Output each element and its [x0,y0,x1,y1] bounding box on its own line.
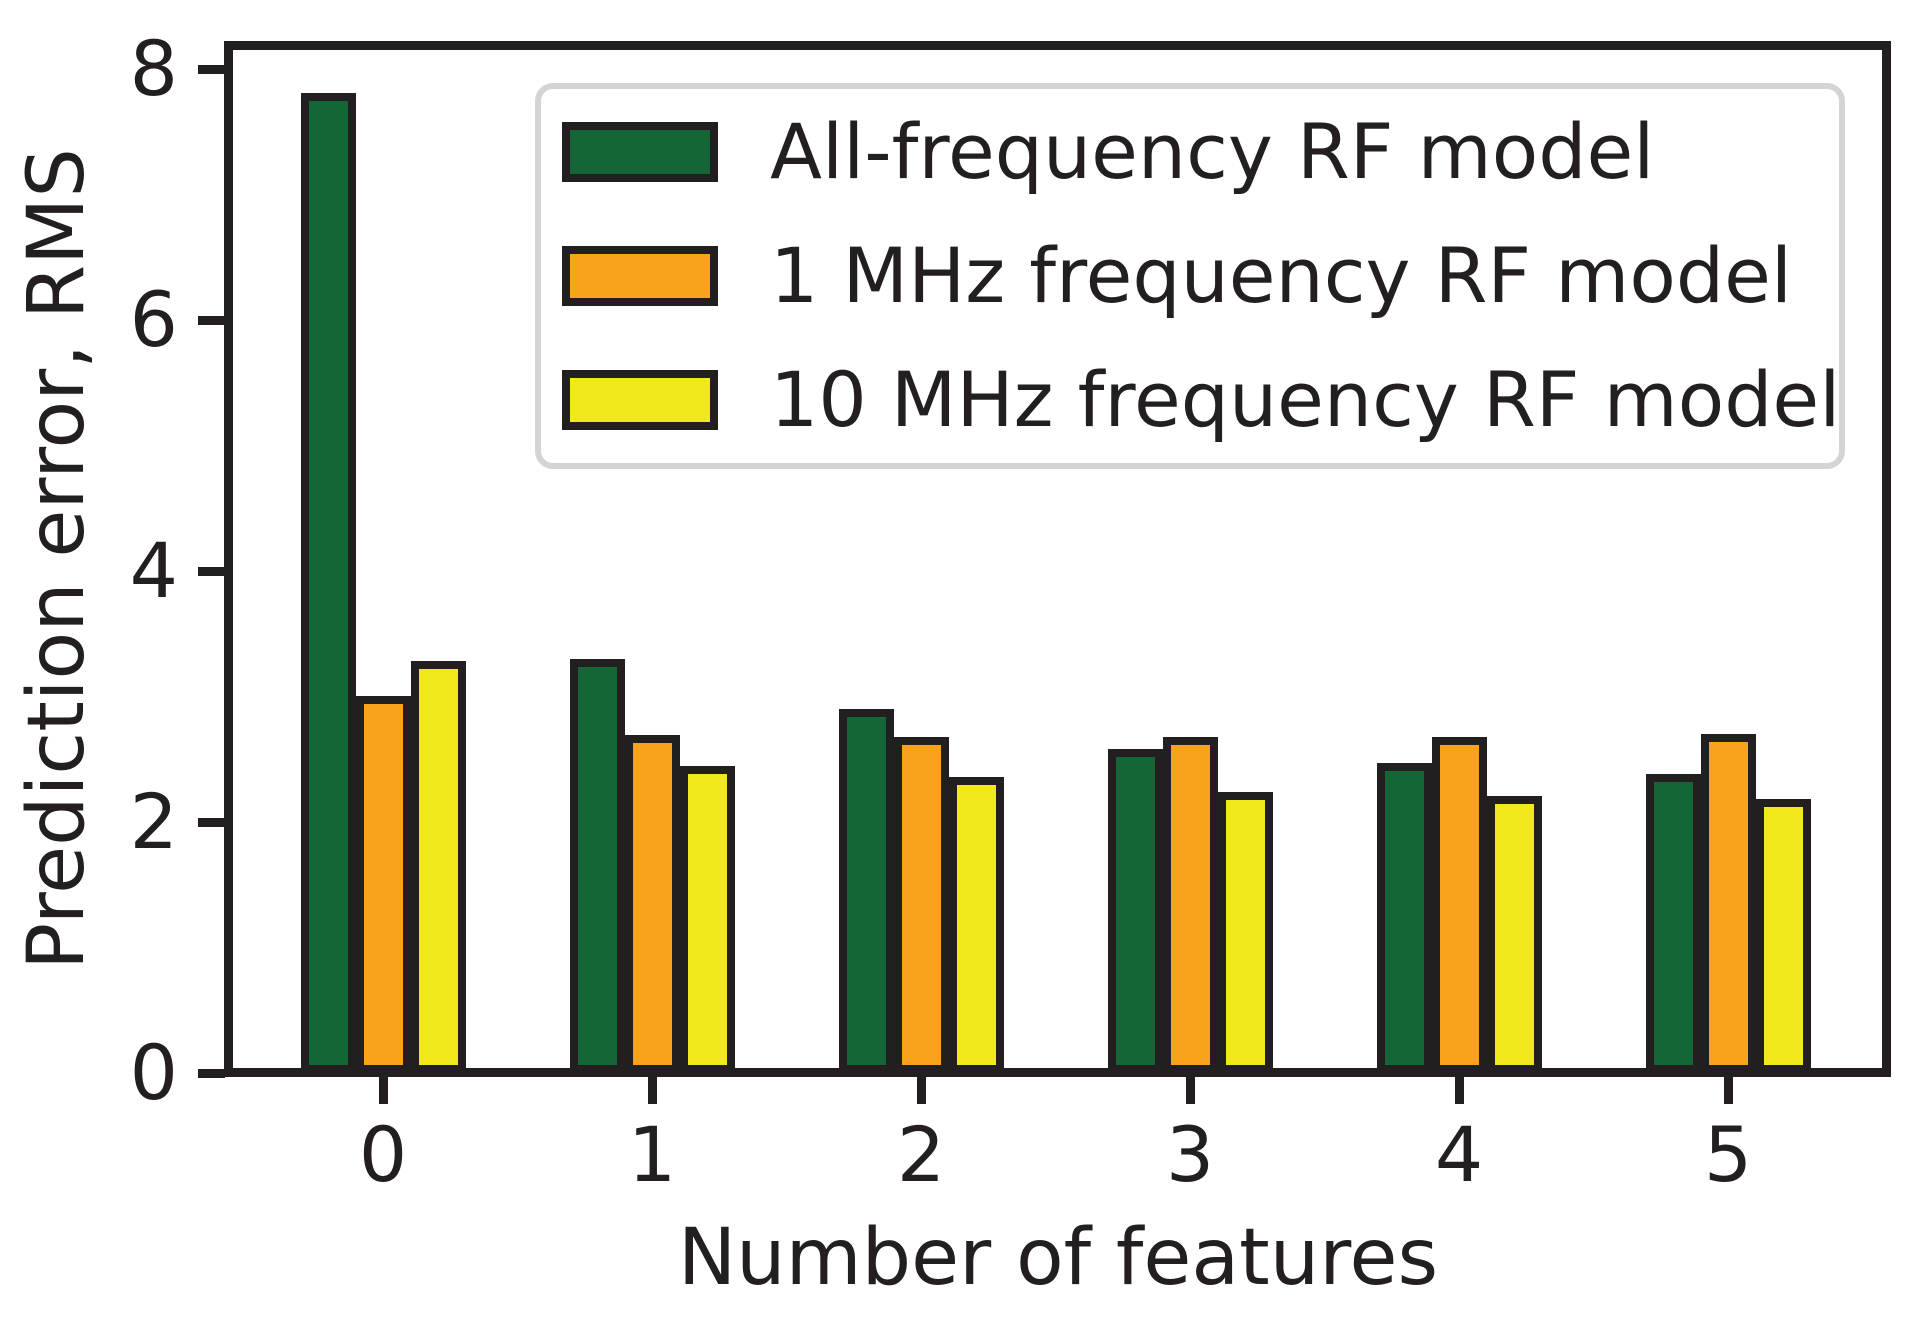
bar-10mhz-rf-cat3 [1218,792,1273,1073]
y-tick-mark [198,567,225,576]
y-tick-label: 8 [129,24,178,113]
x-tick-mark [917,1077,926,1104]
y-tick-label: 0 [129,1028,178,1117]
bar-1mhz-rf-cat4 [1432,737,1487,1073]
x-tick-mark [648,1077,657,1104]
legend-label-10mhz-rf: 10 MHz frequency RF model [770,355,1841,444]
bar-10mhz-rf-cat0 [411,661,466,1073]
legend-row-10mhz-rf: 10 MHz frequency RF model [562,362,1840,438]
legend-row-1mhz-rf: 1 MHz frequency RF model [562,238,1819,314]
x-tick-label: 2 [896,1110,946,1199]
bar-all-frequency-rf-cat5 [1646,774,1701,1073]
legend-swatch-10mhz-rf [562,370,718,430]
bar-all-frequency-rf-cat4 [1377,763,1432,1073]
y-tick-label: 4 [129,526,178,615]
legend-swatch-1mhz-rf [562,246,718,306]
bar-10mhz-rf-cat1 [680,766,735,1073]
x-tick-mark [1186,1077,1195,1104]
bar-10mhz-rf-cat4 [1487,796,1542,1073]
bar-1mhz-rf-cat5 [1701,734,1756,1073]
bar-10mhz-rf-cat5 [1756,799,1811,1073]
bar-1mhz-rf-cat1 [625,735,680,1073]
bar-all-frequency-rf-cat1 [570,659,625,1073]
bar-all-frequency-rf-cat2 [839,709,894,1073]
x-tick-label: 0 [358,1110,408,1199]
y-tick-mark [198,65,225,74]
x-tick-mark [1455,1077,1464,1104]
x-tick-label: 5 [1703,1110,1753,1199]
y-tick-label: 6 [129,275,178,364]
legend-label-1mhz-rf: 1 MHz frequency RF model [770,231,1792,320]
bar-all-frequency-rf-cat0 [301,93,356,1073]
y-tick-mark [198,316,225,325]
bar-10mhz-rf-cat2 [949,777,1004,1073]
x-tick-label: 4 [1434,1110,1484,1199]
legend-swatch-all-frequency-rf [562,122,718,182]
bar-1mhz-rf-cat3 [1163,737,1218,1073]
x-axis-label: Number of features [677,1213,1439,1303]
bar-1mhz-rf-cat0 [356,696,411,1073]
legend: All-frequency RF model 1 MHz frequency RF… [535,83,1845,469]
x-tick-label: 1 [627,1110,677,1199]
x-tick-mark [1724,1077,1733,1104]
y-tick-mark [198,818,225,827]
bar-1mhz-rf-cat2 [894,737,949,1073]
bar-all-frequency-rf-cat3 [1108,749,1163,1073]
legend-row-all-frequency-rf: All-frequency RF model [562,114,1819,190]
x-tick-label: 3 [1165,1110,1215,1199]
legend-label-all-frequency-rf: All-frequency RF model [770,107,1655,196]
y-tick-label: 2 [129,777,178,866]
y-tick-mark [198,1069,225,1078]
x-tick-mark [379,1077,388,1104]
